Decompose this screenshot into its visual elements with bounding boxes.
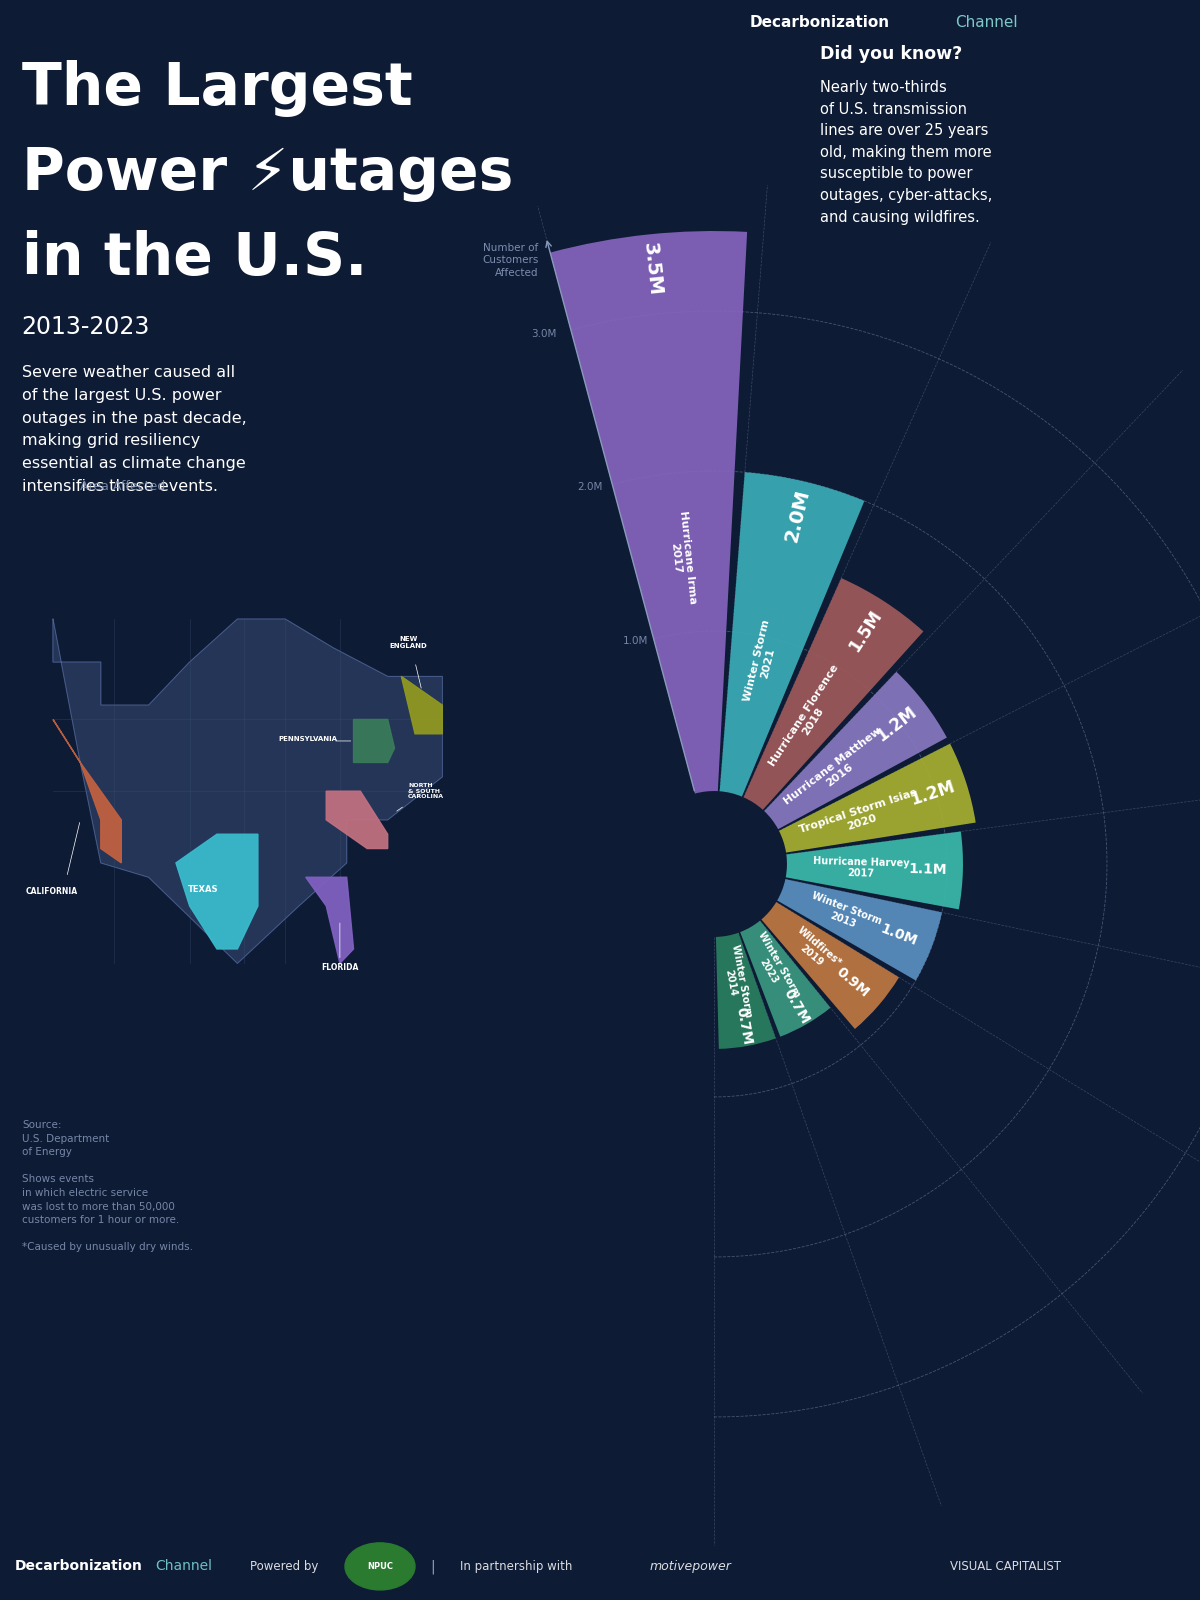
Wedge shape — [778, 878, 942, 981]
Text: Winter Storm
2013: Winter Storm 2013 — [806, 891, 883, 938]
Text: in the U.S.: in the U.S. — [22, 230, 367, 286]
Text: Source:
U.S. Department
of Energy

Shows events
in which electric service
was lo: Source: U.S. Department of Energy Shows … — [22, 1120, 193, 1253]
Text: TEXAS: TEXAS — [188, 885, 218, 893]
Polygon shape — [176, 834, 258, 949]
Text: Wildfires*
2019: Wildfires* 2019 — [787, 925, 844, 976]
Text: Powered by: Powered by — [250, 1560, 318, 1573]
Wedge shape — [764, 672, 947, 829]
Text: Hurricane Irma
2017: Hurricane Irma 2017 — [666, 510, 697, 605]
Text: 0.7M: 0.7M — [781, 987, 812, 1027]
Text: 0.7M: 0.7M — [733, 1006, 755, 1046]
Text: Power ⚡utages: Power ⚡utages — [22, 146, 512, 202]
Polygon shape — [53, 720, 121, 862]
Text: 2.0M: 2.0M — [782, 488, 814, 544]
Text: 2.0M: 2.0M — [577, 482, 602, 493]
Wedge shape — [744, 578, 924, 810]
Text: Channel: Channel — [955, 14, 1018, 30]
Text: FLORIDA: FLORIDA — [322, 963, 359, 973]
Wedge shape — [720, 472, 864, 797]
Polygon shape — [401, 677, 443, 734]
Text: NORTH
& SOUTH
CAROLINA: NORTH & SOUTH CAROLINA — [408, 782, 444, 800]
Text: 3.0M: 3.0M — [532, 330, 557, 339]
Polygon shape — [354, 720, 395, 763]
Text: The Largest: The Largest — [22, 59, 413, 117]
Text: CALIFORNIA: CALIFORNIA — [25, 886, 78, 896]
Text: Hurricane Matthew
2016: Hurricane Matthew 2016 — [781, 725, 890, 816]
Text: Hurricane Harvey
2017: Hurricane Harvey 2017 — [812, 856, 910, 880]
Text: 1.1M: 1.1M — [908, 862, 947, 877]
Text: Decarbonization: Decarbonization — [14, 1560, 143, 1573]
Polygon shape — [53, 619, 443, 963]
Text: Severe weather caused all
of the largest U.S. power
outages in the past decade,
: Severe weather caused all of the largest… — [22, 365, 246, 494]
Wedge shape — [550, 230, 748, 794]
Text: 1.0M: 1.0M — [623, 635, 648, 646]
Text: Did you know?: Did you know? — [820, 45, 962, 62]
Polygon shape — [326, 790, 388, 848]
Text: Winter Storm
2021: Winter Storm 2021 — [742, 619, 782, 706]
Text: NEW
ENGLAND: NEW ENGLAND — [389, 635, 427, 648]
Text: Winter Storm
2023: Winter Storm 2023 — [746, 931, 802, 1005]
Text: Winter Storm
2014: Winter Storm 2014 — [719, 944, 754, 1021]
Text: 1.2M: 1.2M — [908, 778, 958, 808]
Text: motivepower: motivepower — [650, 1560, 732, 1573]
Text: Channel: Channel — [155, 1560, 212, 1573]
Text: PENNSYLVANIA: PENNSYLVANIA — [278, 736, 337, 742]
Wedge shape — [786, 832, 962, 909]
Text: 1.0M: 1.0M — [878, 922, 919, 949]
Wedge shape — [761, 902, 899, 1029]
Wedge shape — [740, 920, 830, 1037]
Text: VISUAL CAPITALIST: VISUAL CAPITALIST — [950, 1560, 1061, 1573]
Wedge shape — [716, 933, 775, 1050]
Wedge shape — [779, 744, 976, 853]
Text: Number of
Customers
Affected: Number of Customers Affected — [482, 243, 539, 278]
Text: 2013-2023: 2013-2023 — [22, 315, 150, 339]
Text: Tropical Storm Isias
2020: Tropical Storm Isias 2020 — [798, 787, 922, 846]
Text: |: | — [430, 1558, 434, 1574]
Text: In partnership with: In partnership with — [460, 1560, 572, 1573]
Text: 1.2M: 1.2M — [872, 702, 920, 746]
Text: NPUC: NPUC — [367, 1562, 394, 1571]
Text: Hurricane Florence
2018: Hurricane Florence 2018 — [767, 662, 850, 774]
Text: Area Affected: Area Affected — [80, 480, 166, 493]
Text: Nearly two-thirds
of U.S. transmission
lines are over 25 years
old, making them : Nearly two-thirds of U.S. transmission l… — [820, 80, 992, 224]
Text: 3.5M: 3.5M — [640, 242, 664, 298]
Text: Decarbonization: Decarbonization — [750, 14, 890, 30]
Text: 1.5M: 1.5M — [845, 606, 886, 654]
Text: 0.9M: 0.9M — [833, 965, 871, 1000]
Polygon shape — [306, 877, 354, 963]
Circle shape — [346, 1542, 415, 1590]
